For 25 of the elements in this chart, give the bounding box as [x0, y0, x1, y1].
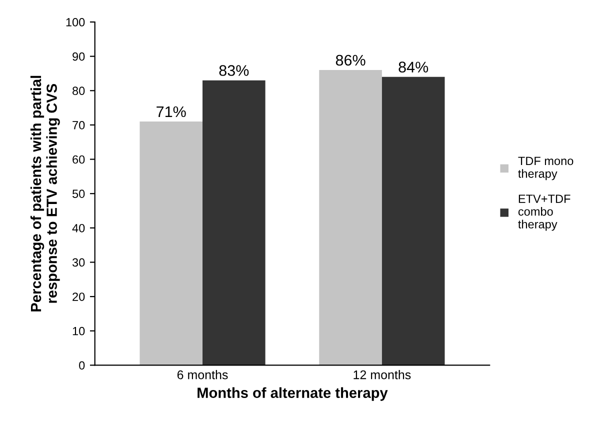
y-tick-label: 10 [72, 326, 85, 336]
y-tick-label: 20 [72, 292, 85, 301]
data-label: 84% [398, 62, 428, 73]
y-tick-label: 0 [79, 361, 85, 370]
bar [140, 122, 203, 366]
data-label: 86% [336, 54, 366, 66]
data-label: 83% [219, 65, 249, 76]
x-axis-title: Months of alternate therapy [198, 387, 388, 401]
x-tick-label: 6 months [177, 370, 228, 380]
legend-label: TDF mono therapy [518, 156, 574, 180]
data-label: 71% [156, 106, 186, 118]
bar [202, 80, 266, 366]
y-tick-label: 30 [72, 258, 85, 267]
bar [319, 70, 382, 366]
x-tick-label: 12 months [354, 370, 411, 380]
y-tick-label: 100 [66, 18, 85, 26]
y-tick-label: 40 [72, 224, 85, 232]
y-tick-label: 50 [72, 190, 85, 198]
y-tick-label: 80 [72, 86, 85, 96]
y-axis-title: Percentage of patients with partial response to ETV achieving CVS [30, 76, 60, 312]
y-tick-label: 60 [72, 155, 85, 164]
y-tick-label: 90 [72, 52, 85, 61]
bar [382, 76, 445, 366]
legend-label: ETV+TDF combo therapy [518, 194, 570, 231]
y-tick-label: 70 [72, 120, 85, 130]
